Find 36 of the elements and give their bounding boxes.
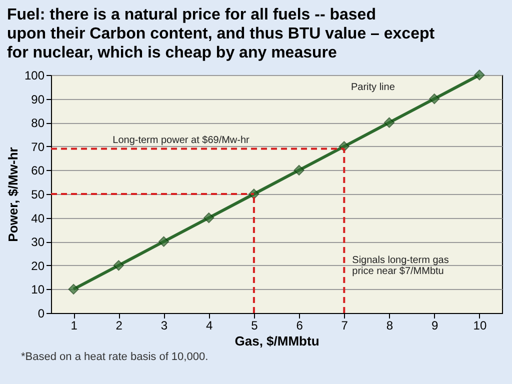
annotation: Parity line bbox=[351, 82, 396, 93]
y-tick-label: 20 bbox=[31, 258, 45, 273]
point bbox=[429, 94, 440, 104]
x-tick-label: 5 bbox=[251, 318, 258, 332]
point bbox=[384, 117, 394, 128]
x-tick-label: 7 bbox=[341, 318, 348, 332]
text: *Based on a heat rate basis of 10,000. bbox=[21, 351, 208, 363]
point bbox=[204, 212, 214, 224]
y-tick-label: 40 bbox=[31, 211, 45, 226]
y-tick-label: 30 bbox=[31, 235, 45, 250]
y-tick-label: 80 bbox=[31, 116, 45, 130]
x-tick-label: 1 bbox=[70, 318, 78, 332]
y-tick-label: 50 bbox=[31, 188, 45, 202]
x-tick-label: 4 bbox=[206, 318, 214, 332]
x-tick-label: 2 bbox=[116, 318, 123, 332]
chart-title: Fuel: there is a natural price for all fuels -- based upon their Carbon content, and thus BTU value – except for nuclear, which is cheap by any measure bbox=[6, 6, 436, 62]
x-tick-label: 10 bbox=[473, 318, 487, 332]
y-tick-label: 60 bbox=[31, 164, 45, 178]
point bbox=[474, 70, 485, 80]
point bbox=[294, 164, 304, 176]
x-tick-label: 9 bbox=[432, 318, 439, 332]
y-tick-label: 70 bbox=[31, 140, 45, 154]
y-tick-label: 10 bbox=[31, 282, 45, 297]
x-tick-label: 3 bbox=[160, 318, 168, 332]
point bbox=[68, 284, 79, 294]
y-tick-label: 100 bbox=[24, 68, 45, 82]
x-tick-label: 6 bbox=[296, 318, 304, 332]
y-axis-title: Power, $/Mw-hr bbox=[5, 147, 20, 242]
x-tick-label: 8 bbox=[386, 318, 394, 332]
y-tick-label: 0 bbox=[38, 306, 45, 320]
point bbox=[158, 236, 169, 247]
y-tick-label: 90 bbox=[31, 92, 45, 106]
ref-line-label: Long-term power at $69/Mw-hr bbox=[112, 134, 250, 146]
point bbox=[113, 260, 124, 271]
x-axis-title: Gas, $/MMbtu bbox=[234, 334, 320, 348]
ref-line-label: Signals long-term gas price near $7/MMbtu bbox=[352, 255, 449, 277]
